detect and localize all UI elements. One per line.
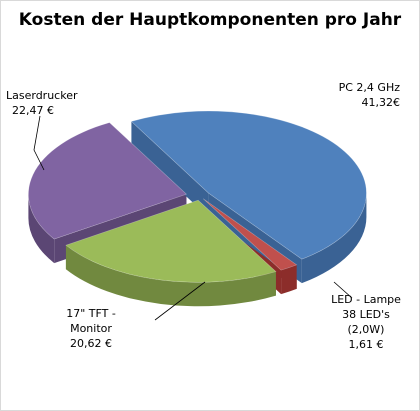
data-label-monitor-name-2: Monitor bbox=[70, 322, 112, 335]
data-label-monitor-name-1: 17" TFT - bbox=[66, 307, 116, 320]
pie-wall-pc-2-4-ghz-0 bbox=[131, 121, 209, 218]
data-label-pc-name: PC 2,4 GHz bbox=[338, 81, 400, 94]
leader-led bbox=[333, 281, 353, 299]
pie-side-17-tft-monitor bbox=[65, 245, 276, 307]
pie-side-laserdrucker bbox=[28, 194, 55, 264]
data-label-led-value: 1,61 € bbox=[348, 338, 384, 351]
data-label-laserdrucker: Laserdrucker 22,47 € bbox=[6, 88, 106, 118]
data-label-led: LED - Lampe 38 LED's (2,0W) 1,61 € bbox=[318, 292, 414, 352]
leader-laserdrucker bbox=[33, 115, 45, 171]
data-label-led-name-1: LED - Lampe bbox=[331, 293, 401, 306]
pie-slice-laserdrucker bbox=[28, 122, 187, 240]
pie-side-led-lampe-38-led-s-2-0w bbox=[281, 264, 297, 295]
data-label-pc: PC 2,4 GHz 41,32€ bbox=[300, 80, 400, 110]
data-label-pc-value: 41,32€ bbox=[361, 96, 401, 109]
pie-slice-17-tft-monitor bbox=[65, 199, 277, 283]
data-label-laserdrucker-value: 22,47 € bbox=[12, 104, 54, 117]
data-label-led-name-2: 38 LED's bbox=[342, 308, 390, 321]
data-label-led-name-3: (2,0W) bbox=[347, 323, 385, 336]
leader-monitor bbox=[154, 281, 206, 321]
data-label-monitor: 17" TFT - Monitor 20,62 € bbox=[16, 306, 166, 351]
data-label-laserdrucker-name: Laserdrucker bbox=[6, 89, 78, 102]
pie-side-pc-2-4-ghz bbox=[301, 193, 367, 284]
pie-slice-led-lampe-38-led-s-2-0w bbox=[203, 198, 298, 271]
data-label-monitor-value: 20,62 € bbox=[70, 337, 112, 350]
chart-title: Kosten der Hauptkomponenten pro Jahr bbox=[18, 10, 402, 30]
pie-slice-pc-2-4-ghz bbox=[130, 110, 367, 260]
